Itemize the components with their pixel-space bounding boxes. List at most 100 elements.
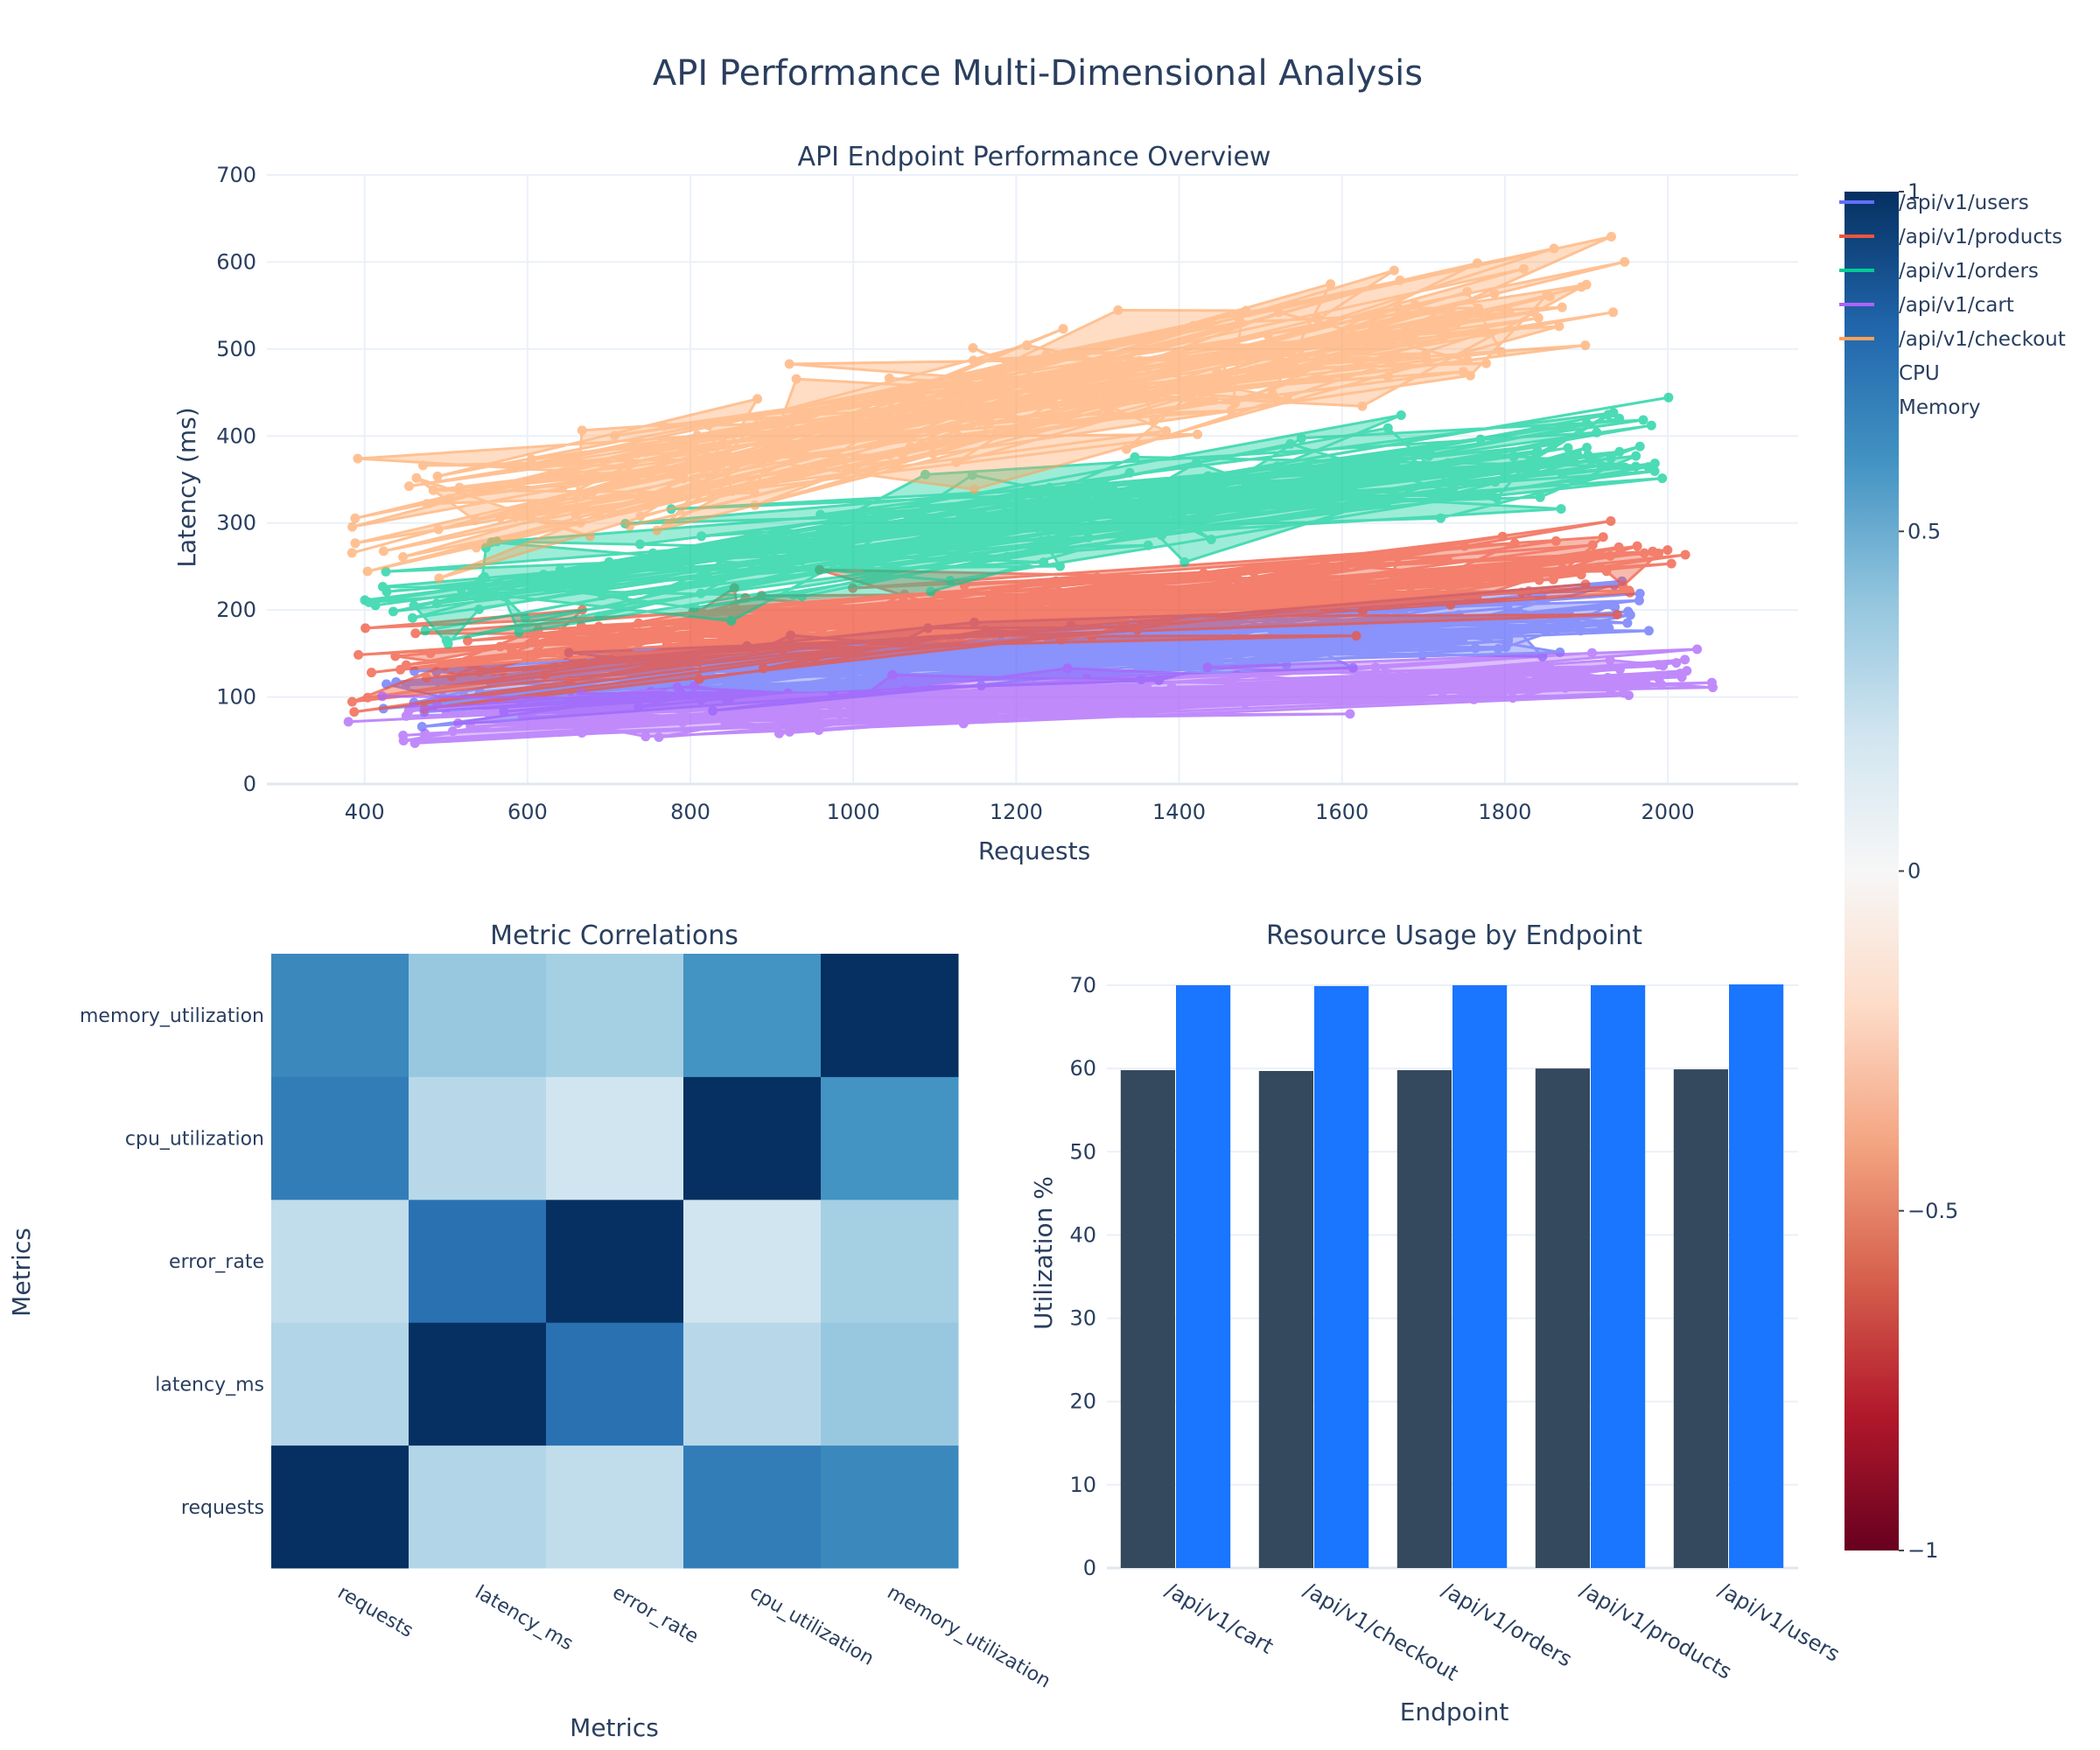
scatter-point	[1173, 590, 1183, 600]
scatter-point	[1631, 451, 1642, 461]
scatter-point	[1494, 564, 1504, 575]
scatter-point	[1247, 587, 1257, 598]
scatter-point	[1106, 698, 1116, 709]
scatter-point	[362, 566, 373, 577]
colorbar-ticks: 1 0.5 0 −0.5 −1	[1899, 179, 1958, 1563]
scatter-point	[1525, 458, 1536, 469]
legend-item[interactable]: /api/v1/products	[1839, 226, 2062, 248]
scatter-point	[580, 489, 591, 500]
scatter-point	[841, 463, 851, 473]
scatter-point	[410, 738, 420, 748]
scatter-point	[1121, 444, 1131, 454]
scatter-point	[1443, 458, 1453, 468]
scatter-point	[758, 663, 768, 674]
scatter-point	[788, 590, 799, 600]
scatter-point	[777, 644, 788, 654]
scatter-point	[1576, 626, 1586, 636]
scatter-x-label: Requests	[978, 836, 1090, 865]
legend-item[interactable]: CPU	[1899, 362, 1940, 385]
scatter-point	[1152, 575, 1163, 584]
scatter-point	[1374, 340, 1384, 350]
scatter-point	[1608, 307, 1619, 318]
scatter-point	[1198, 638, 1208, 648]
scatter-point	[422, 499, 432, 509]
scatter-point	[1680, 550, 1690, 560]
scatter-point	[1083, 532, 1094, 542]
scatter-point	[739, 548, 750, 558]
scatter-point	[1499, 571, 1509, 582]
scatter-point	[1283, 500, 1293, 510]
scatter-point	[1284, 574, 1295, 584]
scatter-point	[593, 621, 604, 632]
scatter-point	[1095, 698, 1105, 708]
scatter-point	[1604, 623, 1614, 634]
scatter-point	[1039, 378, 1049, 388]
scatter-point	[1039, 557, 1049, 568]
scatter-point	[1550, 536, 1561, 546]
heatmap-cell	[546, 1199, 684, 1323]
scatter-point	[953, 431, 963, 441]
scatter-point	[507, 645, 517, 655]
scatter-point	[1055, 561, 1065, 571]
scatter-point	[486, 700, 497, 710]
legend-item[interactable]: /api/v1/users	[1839, 192, 2029, 214]
heatmap-cell	[821, 1076, 959, 1200]
scatter-point	[1656, 680, 1667, 690]
scatter-point	[1228, 645, 1239, 655]
scatter-point	[1490, 477, 1501, 487]
scatter-point	[1217, 375, 1228, 386]
bar-memory	[1591, 985, 1646, 1568]
scatter-point	[640, 447, 651, 458]
scatter-point	[1240, 475, 1250, 486]
colorbar-tick-label: 1	[1908, 179, 1921, 204]
colorbar-tick-label: −0.5	[1908, 1199, 1958, 1223]
scatter-point	[846, 610, 857, 620]
scatter-point	[812, 462, 822, 472]
scatter-point	[1620, 462, 1630, 472]
scatter-point	[1346, 690, 1356, 701]
scatter-point	[1110, 486, 1120, 497]
scatter-point	[1236, 318, 1246, 328]
scatter-point	[814, 680, 824, 690]
scatter-point	[884, 373, 894, 383]
y-tick-label: 100	[216, 685, 256, 710]
heatmap-cell	[683, 954, 822, 1077]
scatter-point	[1247, 695, 1257, 705]
scatter-point	[559, 648, 570, 659]
legend-label: /api/v1/orders	[1899, 260, 2039, 283]
scatter-point	[813, 711, 823, 722]
scatter-point	[377, 691, 388, 702]
scatter-point	[610, 430, 620, 441]
scatter-point	[570, 509, 581, 520]
scatter-point	[1530, 664, 1541, 675]
scatter-point	[360, 623, 371, 634]
heatmap-x-tick-label: cpu_utilization	[746, 1582, 878, 1670]
scatter-point	[1054, 532, 1065, 542]
scatter-point	[1549, 439, 1558, 450]
scatter-point	[408, 612, 417, 623]
scatter-point	[1183, 640, 1194, 650]
scatter-point	[630, 706, 640, 717]
scatter-point	[969, 484, 979, 494]
scatter-point	[1379, 626, 1390, 637]
scatter-point	[1292, 368, 1303, 378]
scatter-point	[1311, 648, 1321, 658]
scatter-point	[527, 454, 537, 465]
scatter-point	[617, 650, 627, 661]
scatter-point	[1435, 677, 1446, 688]
legend-item[interactable]: /api/v1/orders	[1839, 260, 2039, 283]
scatter-point	[723, 716, 732, 726]
scatter-point	[495, 641, 506, 652]
heatmap-cell	[409, 1322, 547, 1446]
scatter-point	[1639, 548, 1649, 558]
heatmap-cell	[683, 1322, 822, 1446]
legend-item[interactable]: /api/v1/cart	[1839, 294, 2014, 317]
legend-item[interactable]: /api/v1/checkout	[1839, 328, 2066, 351]
x-tick-label: 1400	[1152, 800, 1206, 824]
heatmap-x-tick-label: requests	[334, 1582, 417, 1642]
legend-item[interactable]: Memory	[1899, 396, 1981, 419]
scatter-point	[1172, 597, 1182, 607]
scatter-point	[1092, 572, 1102, 583]
scatter-point	[1249, 567, 1259, 578]
scatter-point	[1056, 512, 1067, 522]
